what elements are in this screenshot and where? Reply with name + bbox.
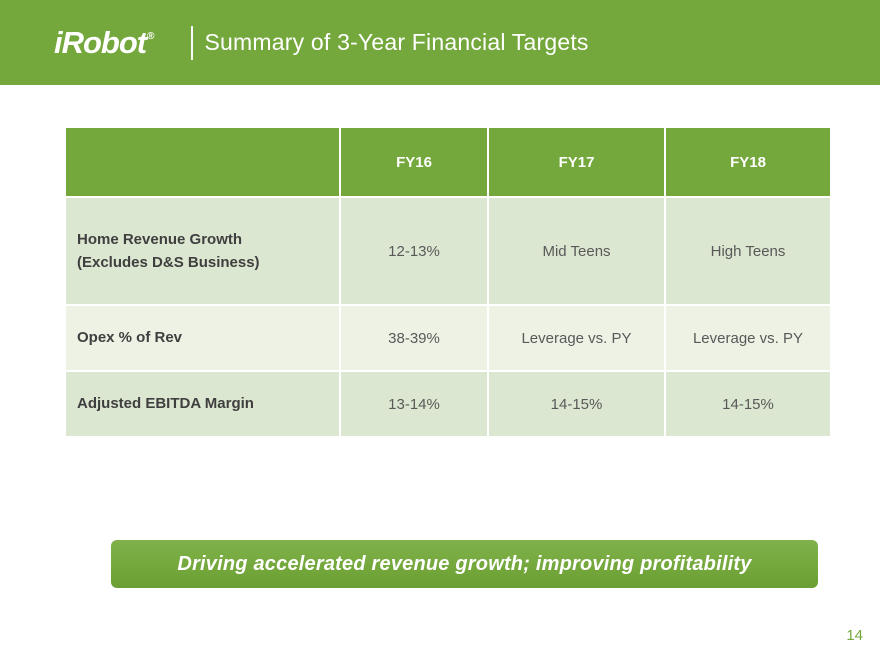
registered-trademark-icon: ® [147,30,155,42]
table-header-empty [66,128,339,196]
table-header-fy18: FY18 [666,128,830,196]
header-divider [190,25,193,60]
cell-home-revenue-fy16: 12-13% [341,198,487,304]
irobot-logo: iRobot® [54,25,155,61]
cell-ebitda-fy16: 13-14% [341,372,487,436]
slide-header: iRobot® Summary of 3-Year Financial Targ… [0,0,880,85]
page-number: 14 [846,627,863,644]
takeaway-text: Driving accelerated revenue growth; impr… [177,552,752,575]
row-label-adjusted-ebitda-margin: Adjusted EBITDA Margin [66,372,339,436]
cell-opex-fy17: Leverage vs. PY [489,306,664,370]
cell-ebitda-fy17: 14-15% [489,372,664,436]
financial-targets-table: FY16 FY17 FY18 Home Revenue Growth (Excl… [66,128,830,436]
row-label-opex-pct-of-rev: Opex % of Rev [66,306,339,370]
table-header-fy16: FY16 [341,128,487,196]
cell-opex-fy16: 38-39% [341,306,487,370]
table-header-fy17: FY17 [489,128,664,196]
row-label-home-revenue-growth: Home Revenue Growth (Excludes D&S Busine… [66,198,339,304]
cell-home-revenue-fy17: Mid Teens [489,198,664,304]
cell-opex-fy18: Leverage vs. PY [666,306,830,370]
irobot-logo-text: iRobot [54,24,147,60]
takeaway-banner: Driving accelerated revenue growth; impr… [111,540,818,588]
cell-home-revenue-fy18: High Teens [666,198,830,304]
cell-ebitda-fy18: 14-15% [666,372,830,436]
slide-title: Summary of 3-Year Financial Targets [204,29,589,55]
